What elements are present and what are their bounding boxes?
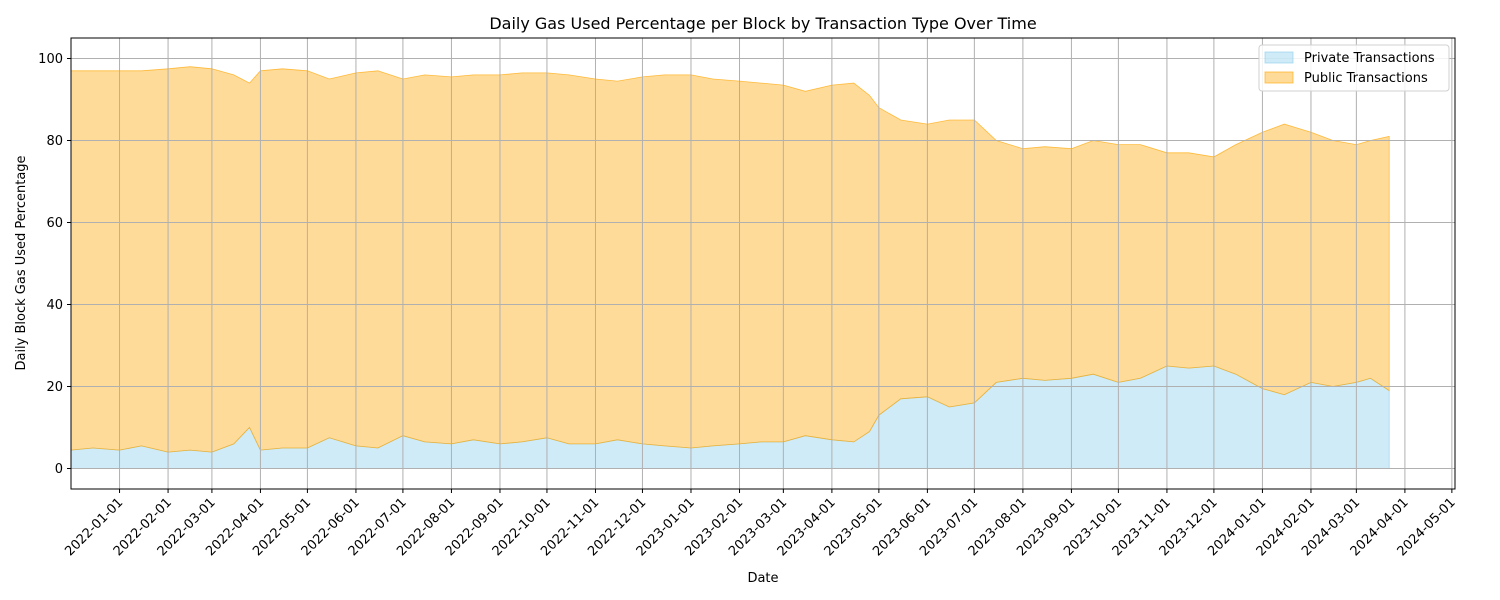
grid-lines	[71, 38, 1455, 489]
y-tick-label: 20	[46, 380, 63, 395]
legend-swatch	[1264, 51, 1294, 64]
y-tick-label: 0	[55, 462, 63, 477]
y-axis-label: Daily Block Gas Used Percentage	[14, 155, 29, 370]
plot-area	[71, 38, 1455, 489]
area-series-group	[70, 66, 1390, 469]
y-tick-label: 60	[46, 216, 63, 231]
y-tick-label: 40	[46, 298, 63, 313]
chart-title: Daily Gas Used Percentage per Block by T…	[489, 14, 1036, 33]
y-tick-label: 100	[38, 52, 63, 67]
axes-frame	[70, 37, 1456, 490]
legend-label: Public Transactions	[1304, 71, 1428, 86]
legend-label: Private Transactions	[1304, 51, 1435, 66]
y-tick-label: 80	[46, 134, 63, 149]
axes	[70, 37, 1456, 490]
legend: Private Transactions Public Transactions	[1258, 44, 1450, 92]
area-series-public	[70, 66, 1390, 453]
legend-box	[1258, 44, 1450, 92]
x-axis-label: Date	[747, 571, 778, 586]
y-axis-ticks: 0 20 40 60 80 100	[38, 52, 71, 477]
legend-swatch	[1264, 71, 1294, 84]
plot-background	[71, 38, 1455, 489]
